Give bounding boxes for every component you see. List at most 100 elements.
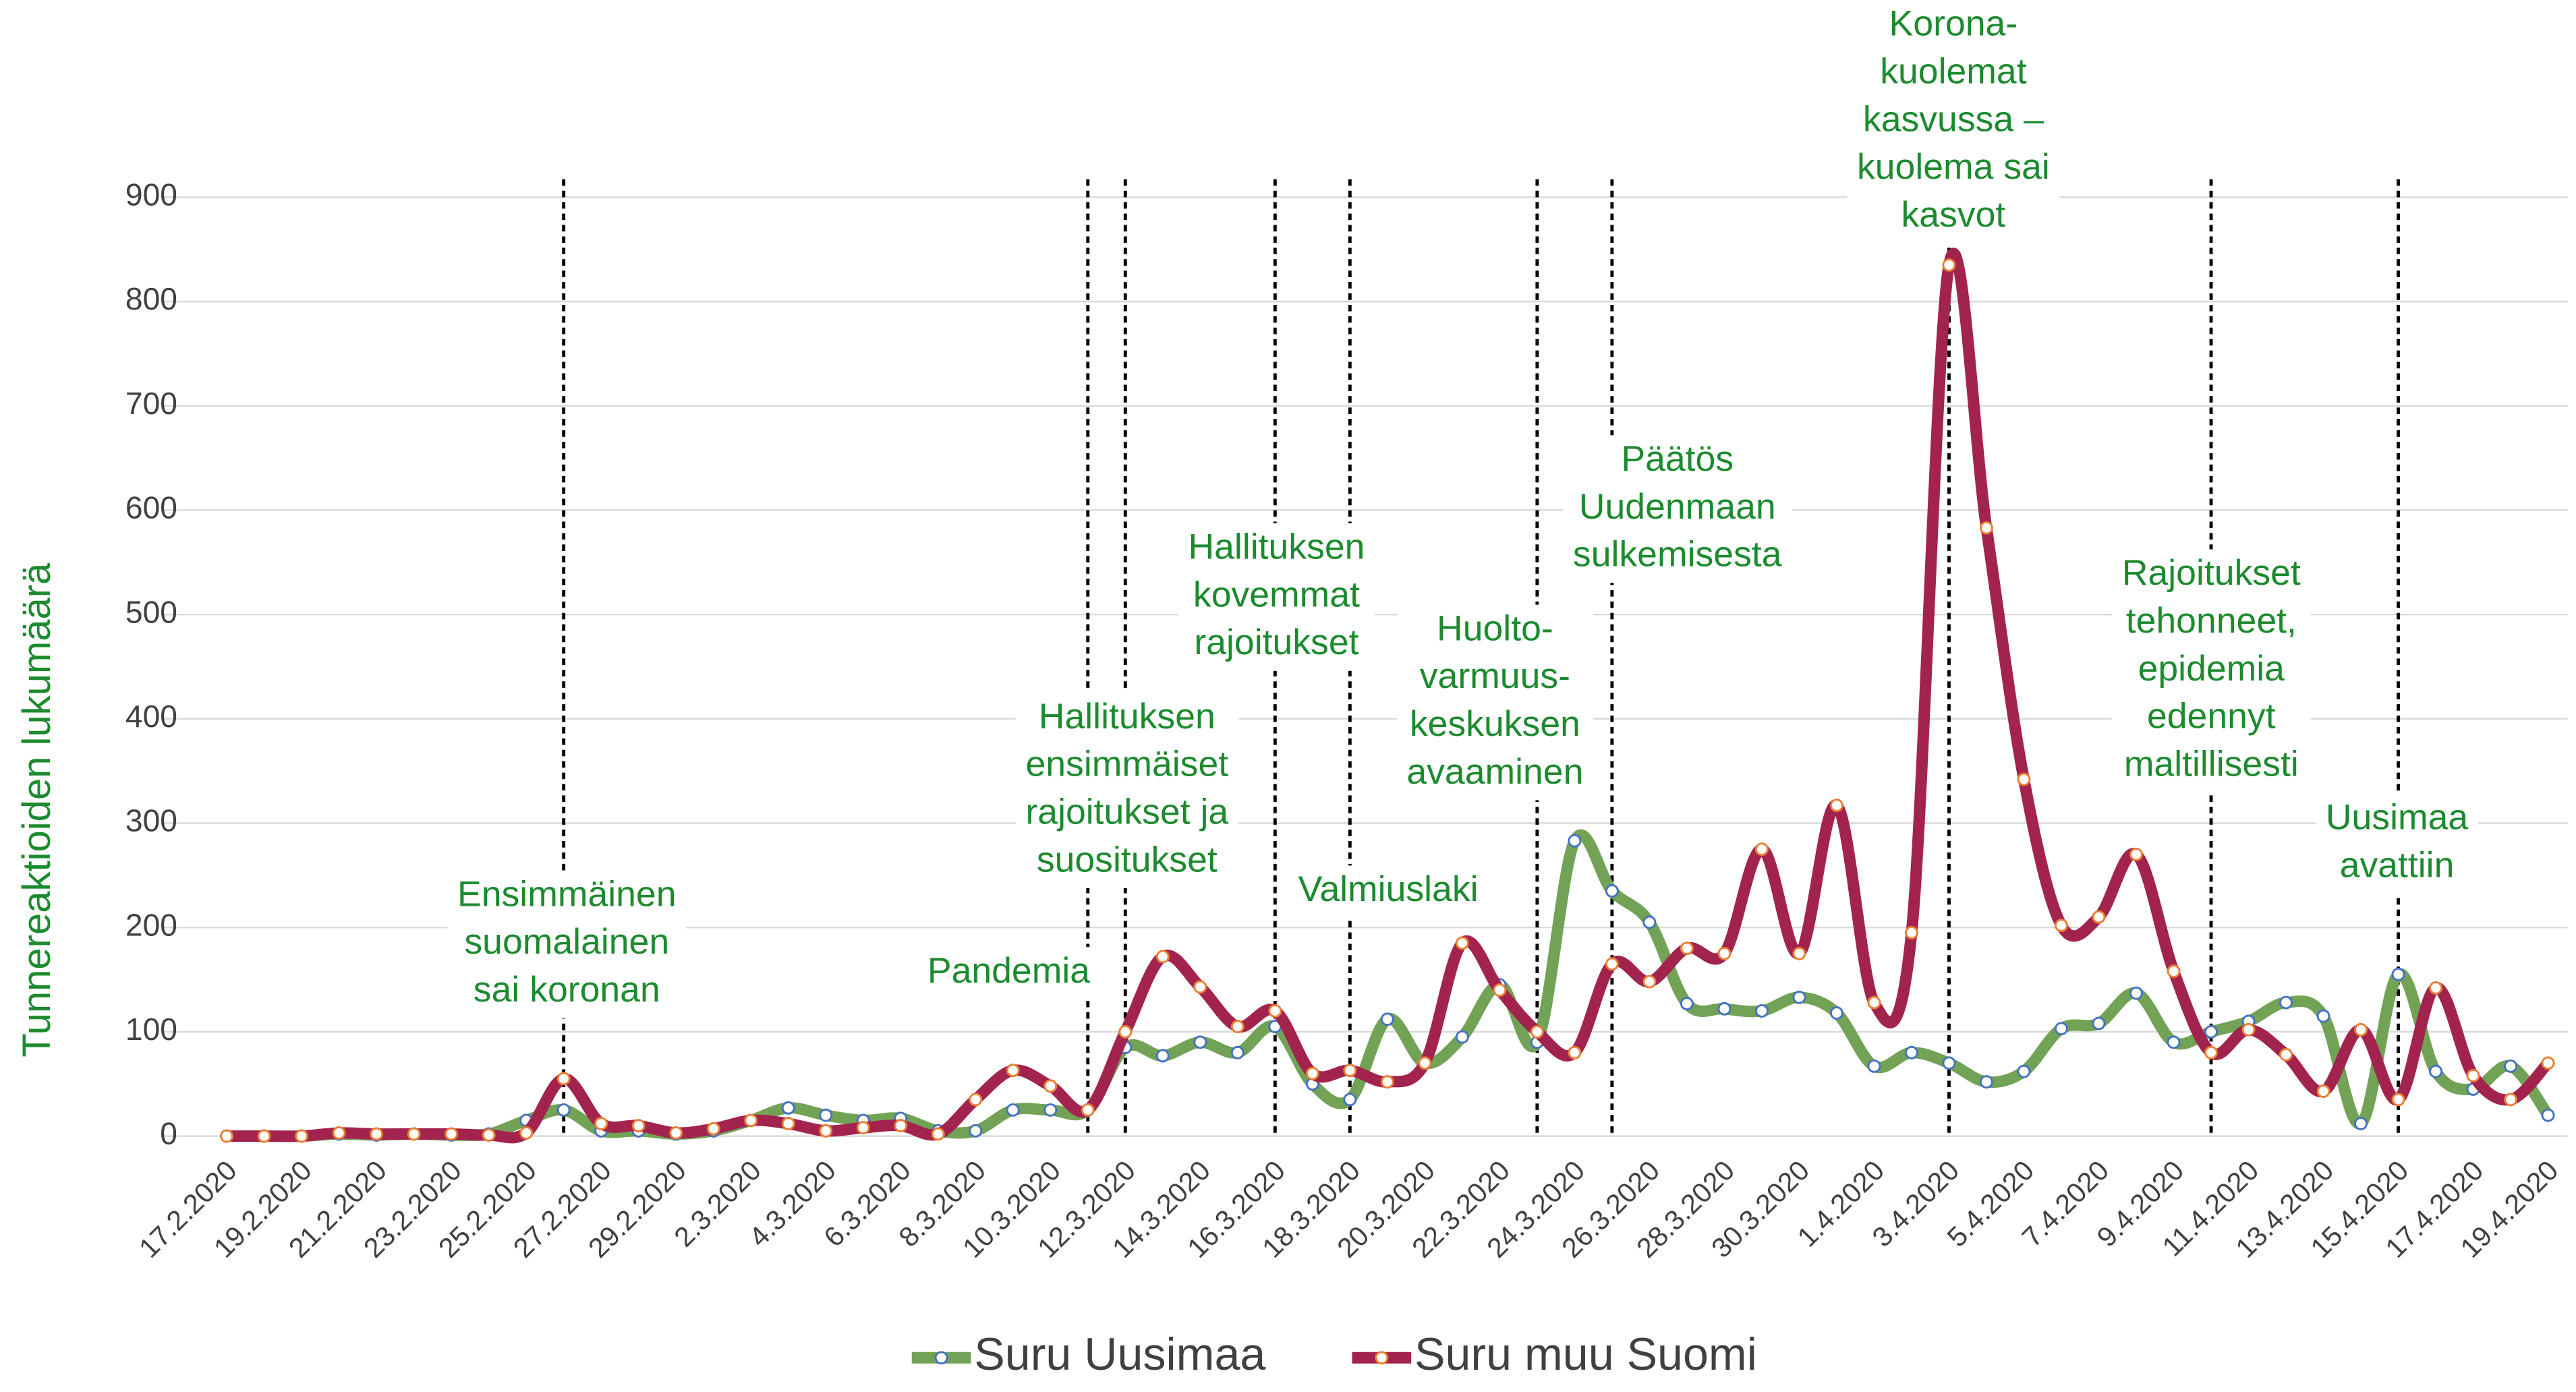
annotation-bg bbox=[447, 870, 687, 1018]
data-point bbox=[2316, 1009, 2330, 1023]
data-point bbox=[1230, 1020, 1244, 1034]
annotation-text: maltillisesti bbox=[2124, 745, 2299, 784]
annotation-text: kasvot bbox=[1901, 195, 2006, 235]
data-point bbox=[1193, 1035, 1207, 1049]
data-point bbox=[2167, 964, 2181, 979]
data-point bbox=[1754, 1004, 1769, 1018]
data-point bbox=[1642, 975, 1657, 989]
y-tick-label: 0 bbox=[160, 1116, 177, 1151]
annotation-text: sulkemisesta bbox=[1573, 535, 1782, 575]
data-point bbox=[781, 1117, 795, 1130]
data-point bbox=[1043, 1103, 1058, 1117]
annotation-text: Hallituksen bbox=[1039, 697, 1215, 736]
data-point bbox=[931, 1127, 945, 1141]
data-point bbox=[2167, 1035, 2181, 1049]
data-point bbox=[1680, 997, 1694, 1011]
data-point bbox=[2204, 1045, 2219, 1060]
data-point bbox=[1904, 1045, 1918, 1060]
annotation-text: kovemmat bbox=[1193, 575, 1360, 615]
data-point bbox=[370, 1127, 384, 1141]
annotation: Päätös Uudenmaan sulkemisesta bbox=[1563, 435, 1792, 583]
legend-marker bbox=[1375, 1351, 1389, 1365]
data-point bbox=[1717, 946, 1731, 960]
data-point bbox=[1829, 1006, 1843, 1020]
data-point bbox=[1230, 1045, 1244, 1060]
data-point bbox=[1979, 1075, 1993, 1089]
annotation-bg bbox=[2112, 549, 2311, 793]
data-point bbox=[744, 1113, 758, 1128]
data-point bbox=[1155, 950, 1170, 964]
annotation: Pandemia bbox=[917, 947, 1100, 999]
data-point bbox=[407, 1127, 421, 1141]
annotation: Korona-kuolemat kasvussa – kuolema sai kasv… bbox=[1847, 0, 2060, 243]
data-point bbox=[1380, 1075, 1394, 1089]
annotation-text: Korona- bbox=[1889, 4, 2018, 44]
data-point bbox=[1343, 1093, 1357, 1107]
y-tick-label: 600 bbox=[125, 490, 177, 525]
data-point bbox=[969, 1093, 983, 1107]
annotation-text: Rajoitukset bbox=[2122, 553, 2301, 593]
data-point bbox=[2541, 1108, 2555, 1122]
data-point bbox=[1155, 1049, 1170, 1063]
data-point bbox=[1568, 834, 1582, 848]
data-point bbox=[1006, 1064, 1020, 1078]
data-point bbox=[1642, 915, 1657, 929]
annotation-text: sai koronan bbox=[474, 970, 660, 1010]
data-point bbox=[1118, 1024, 1133, 1039]
data-point bbox=[2316, 1084, 2330, 1098]
data-point bbox=[1455, 936, 1469, 950]
annotation-text: avaaminen bbox=[1406, 752, 1583, 792]
data-point bbox=[1792, 946, 1806, 960]
data-point bbox=[2504, 1093, 2518, 1107]
annotation-text: suositukset bbox=[1037, 840, 1218, 879]
data-point bbox=[1193, 980, 1207, 994]
y-tick-label: 300 bbox=[125, 803, 177, 838]
data-point bbox=[445, 1127, 459, 1141]
annotation-text: avattiin bbox=[2340, 846, 2455, 886]
data-point bbox=[257, 1129, 271, 1143]
data-point bbox=[2541, 1056, 2555, 1070]
data-point bbox=[2504, 1060, 2518, 1073]
data-point bbox=[706, 1122, 720, 1136]
data-point bbox=[482, 1128, 496, 1142]
data-point bbox=[594, 1117, 608, 1130]
data-point bbox=[1792, 990, 1806, 1004]
data-point bbox=[1530, 1024, 1544, 1039]
data-point bbox=[2429, 1064, 2443, 1078]
legend-label: Suru muu Suomi bbox=[1414, 1329, 1757, 1380]
data-point bbox=[2017, 772, 2031, 786]
data-point bbox=[2017, 1064, 2031, 1078]
data-point bbox=[894, 1119, 908, 1132]
data-point bbox=[856, 1121, 870, 1135]
data-point bbox=[2466, 1068, 2480, 1082]
annotation-text: Päätös bbox=[1621, 439, 1734, 479]
data-point bbox=[556, 1103, 571, 1117]
data-point bbox=[631, 1119, 646, 1132]
data-point bbox=[969, 1124, 983, 1138]
annotation-text: epidemia bbox=[2138, 649, 2285, 689]
data-point bbox=[1867, 1060, 1881, 1073]
data-point bbox=[819, 1108, 833, 1122]
y-tick-label: 200 bbox=[125, 907, 177, 942]
data-point bbox=[220, 1129, 234, 1143]
data-point bbox=[2092, 910, 2106, 924]
annotation: Rajoitukset tehonneet, epidemia edennyt malt… bbox=[2112, 549, 2311, 793]
data-point bbox=[1455, 1030, 1469, 1044]
data-point bbox=[2241, 1022, 2256, 1037]
annotation-bg bbox=[1178, 523, 1375, 671]
annotation-text: Pandemia bbox=[927, 951, 1091, 991]
annotation: Valmiuslaki bbox=[1288, 865, 1489, 918]
annotation: Hallituksen ensimmäiset rajoitukset ja suos… bbox=[1015, 693, 1239, 888]
data-point bbox=[2129, 848, 2143, 861]
annotation-bg bbox=[1563, 435, 1792, 583]
data-point bbox=[2391, 967, 2405, 981]
data-point bbox=[1942, 1056, 1956, 1070]
data-point bbox=[2129, 986, 2143, 1000]
data-point bbox=[1568, 1045, 1582, 1060]
annotation-text: tehonneet, bbox=[2126, 601, 2297, 641]
annotation-text: Ensimmäinen bbox=[457, 874, 677, 914]
data-point bbox=[2204, 1024, 2219, 1039]
y-axis-label: Tunnereaktioiden lukumäärä bbox=[15, 562, 59, 1057]
data-point bbox=[1493, 983, 1507, 997]
